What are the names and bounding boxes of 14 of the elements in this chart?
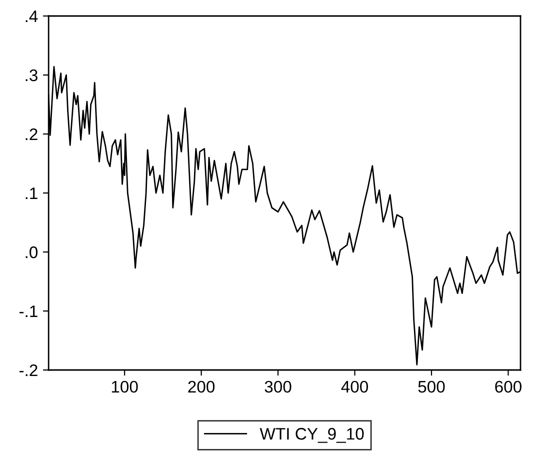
y-tick-label: .2 xyxy=(26,128,38,140)
x-tick-label: 300 xyxy=(264,380,292,393)
y-tick-label: -.2 xyxy=(19,364,38,376)
x-tick-label: 500 xyxy=(418,380,445,393)
x-tick-label: 200 xyxy=(188,380,215,393)
x-tick-label: 100 xyxy=(112,380,138,393)
x-tick-label: 600 xyxy=(495,380,522,393)
y-tick-label: .0 xyxy=(26,246,38,258)
legend-label: WTI CY_9_10 xyxy=(260,428,364,443)
y-tick-label: .3 xyxy=(26,69,38,82)
y-tick-label: -.1 xyxy=(19,306,38,318)
x-tick-label: 400 xyxy=(341,380,368,393)
y-tick-label: .4 xyxy=(26,10,38,22)
y-tick-label: .1 xyxy=(26,188,38,200)
